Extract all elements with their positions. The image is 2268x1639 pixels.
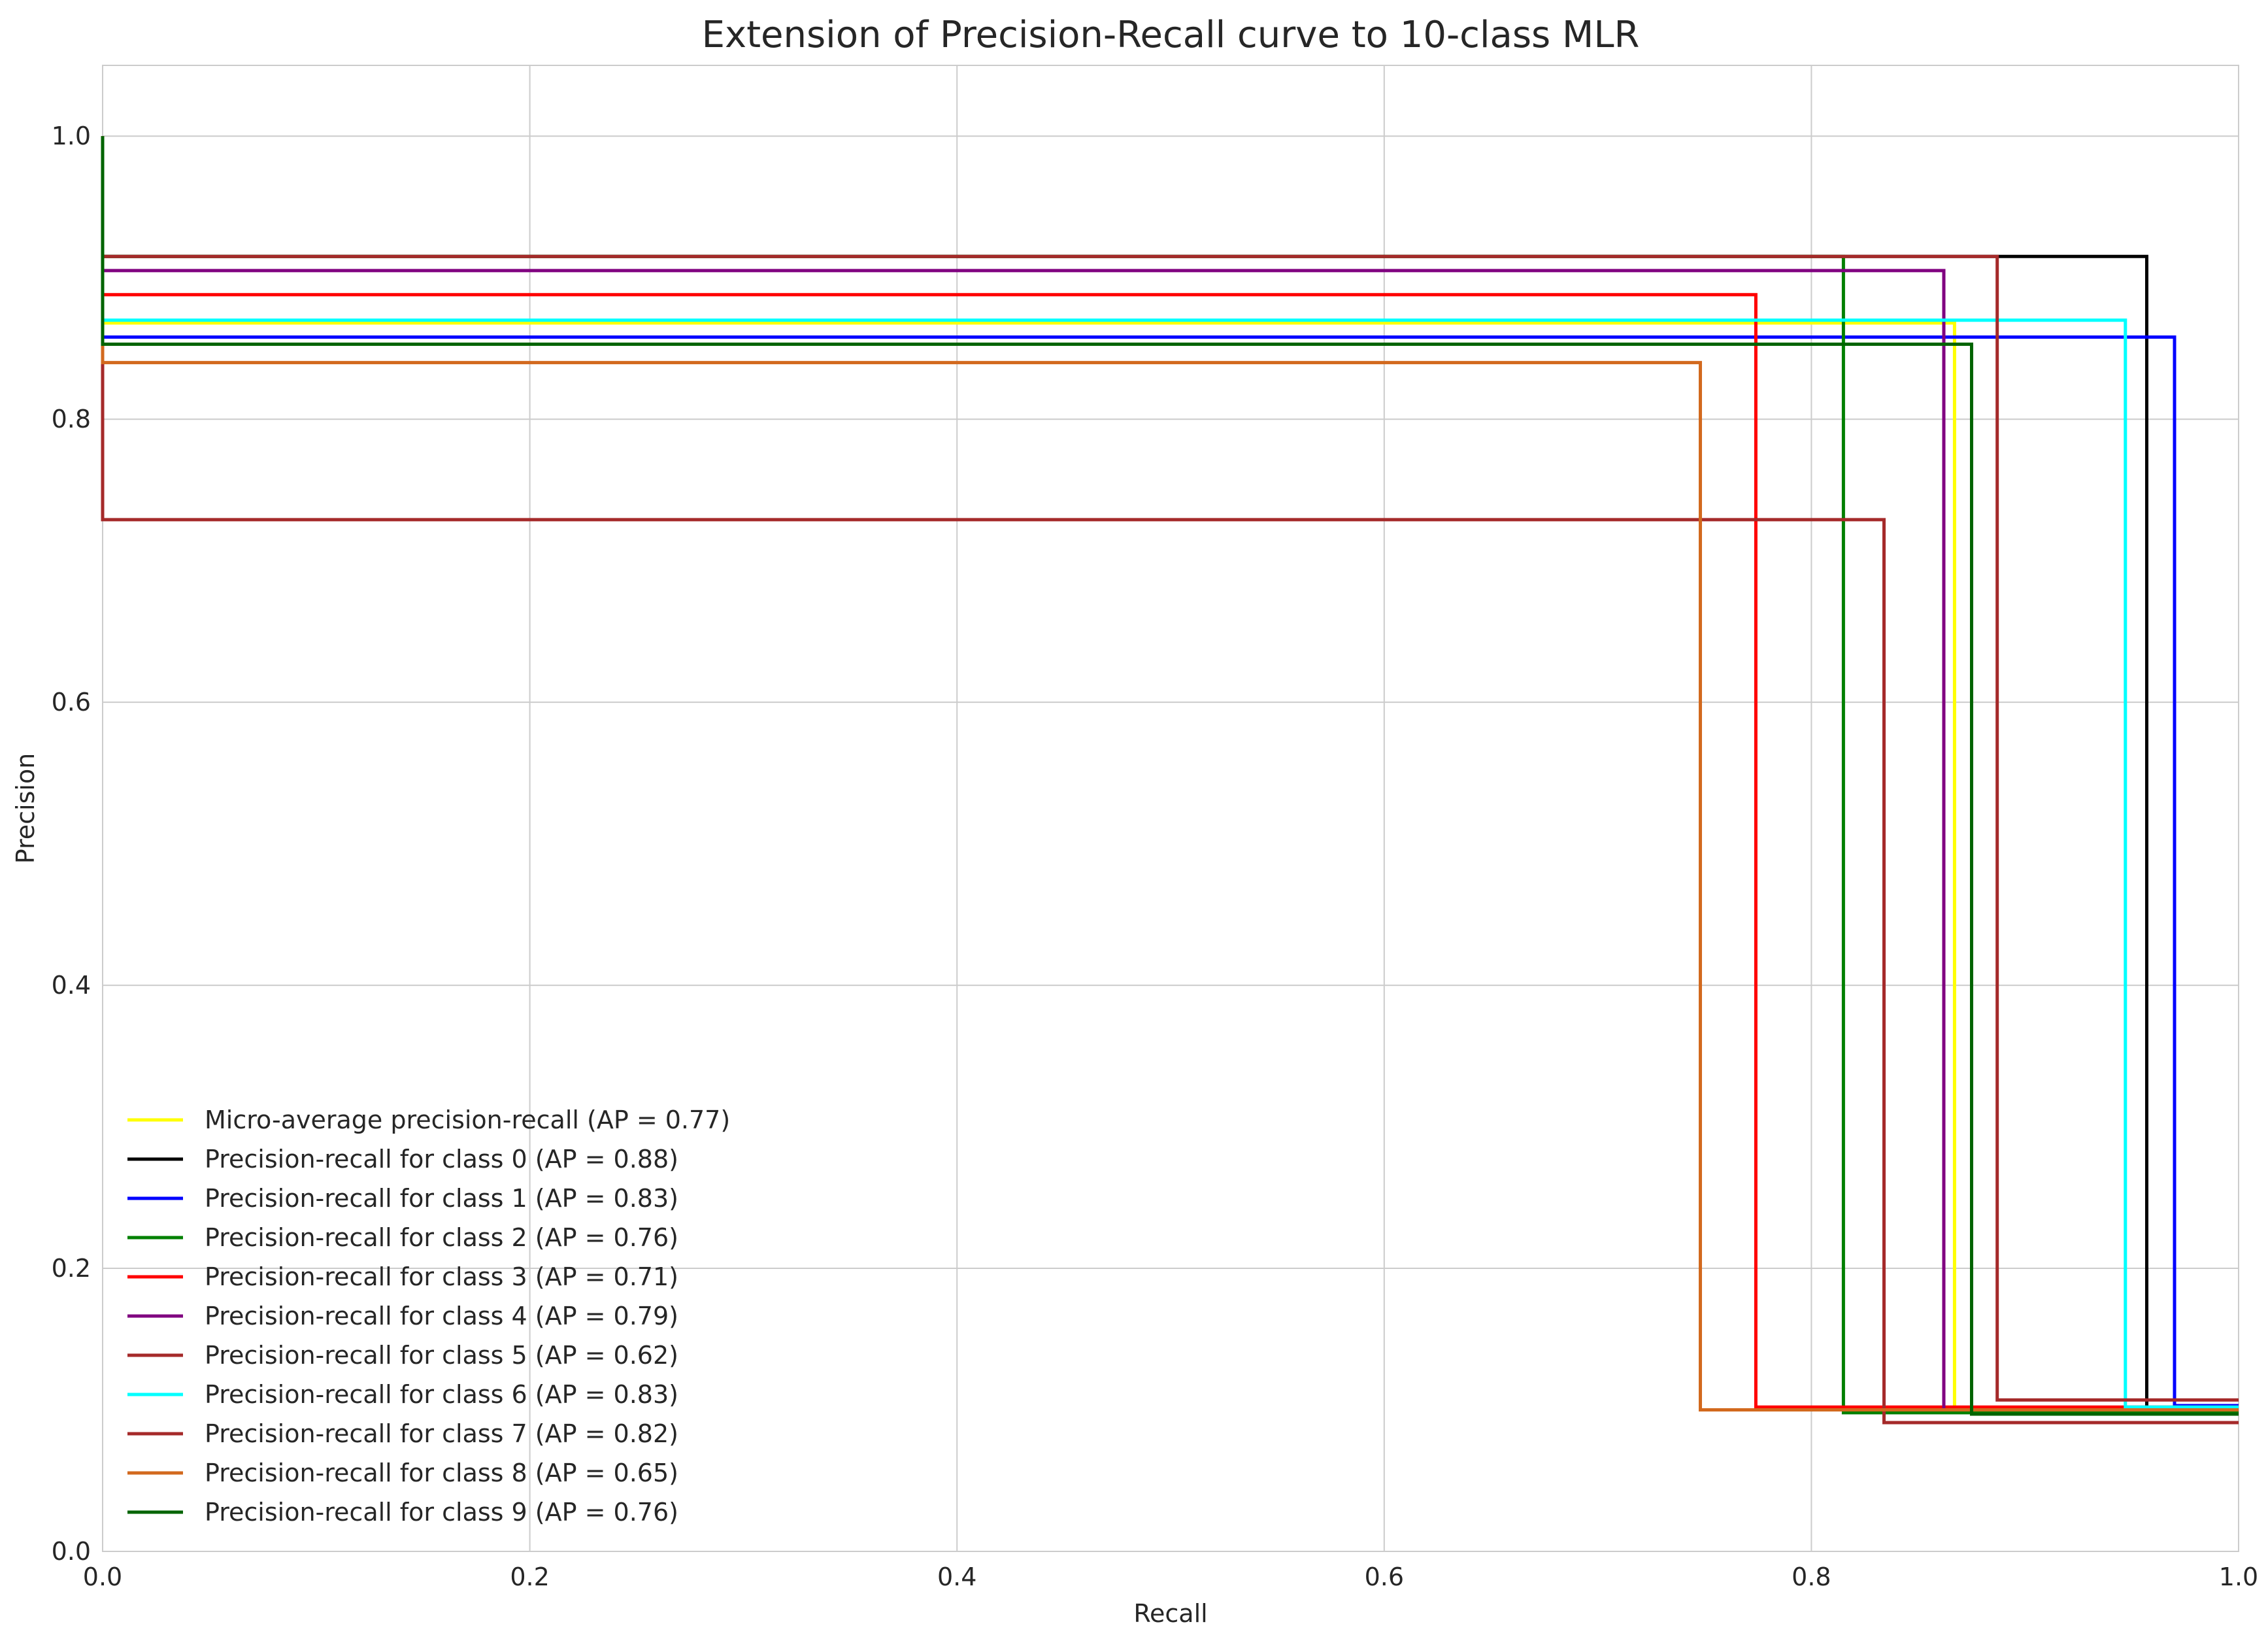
legend-label: Precision-recall for class 0 (AP = 0.88) [205, 1145, 678, 1174]
legend-item: Precision-recall for class 8 (AP = 0.65) [127, 1459, 678, 1487]
legend-item: Micro-average precision-recall (AP = 0.7… [127, 1106, 730, 1134]
x-tick-label: 0.2 [510, 1563, 549, 1591]
legend-item: Precision-recall for class 9 (AP = 0.76) [127, 1498, 678, 1527]
legend-item: Precision-recall for class 0 (AP = 0.88) [127, 1145, 678, 1174]
legend-label: Precision-recall for class 4 (AP = 0.79) [205, 1302, 678, 1330]
legend-label: Precision-recall for class 3 (AP = 0.71) [205, 1262, 678, 1291]
legend-item: Precision-recall for class 4 (AP = 0.79) [127, 1302, 678, 1330]
legend-label: Precision-recall for class 1 (AP = 0.83) [205, 1184, 678, 1213]
legend-item: Precision-recall for class 6 (AP = 0.83) [127, 1380, 678, 1409]
y-tick-label: 0.0 [52, 1537, 91, 1566]
series-layer [101, 136, 2239, 1425]
legend-item: Precision-recall for class 7 (AP = 0.82) [127, 1419, 678, 1448]
legend-item: Precision-recall for class 3 (AP = 0.71) [127, 1262, 678, 1291]
legend-label: Precision-recall for class 6 (AP = 0.83) [205, 1380, 678, 1409]
x-tick-label: 0.8 [1792, 1563, 1831, 1591]
legend-label: Precision-recall for class 5 (AP = 0.62) [205, 1341, 678, 1370]
legend-label: Precision-recall for class 2 (AP = 0.76) [205, 1223, 678, 1252]
tick-layer: 0.0 0.2 0.4 0.6 0.8 1.0 0.0 0.2 0.4 0.6 0.8 1.0 [52, 122, 2259, 1591]
series-line-6 [101, 136, 2239, 1425]
x-tick-label: 1.0 [2219, 1563, 2258, 1591]
legend-label: Precision-recall for class 9 (AP = 0.76) [205, 1498, 678, 1527]
chart-title: Extension of Precision-Recall curve to 1… [702, 14, 1640, 56]
x-tick-label: 0.4 [937, 1563, 976, 1591]
y-tick-label: 1.0 [52, 122, 91, 150]
x-axis-label: Recall [1133, 1599, 1207, 1628]
legend-label: Precision-recall for class 8 (AP = 0.65) [205, 1459, 678, 1487]
y-tick-label: 0.8 [52, 405, 91, 433]
x-tick-label: 0.6 [1365, 1563, 1404, 1591]
legend: Micro-average precision-recall (AP = 0.7… [127, 1106, 730, 1527]
legend-item: Precision-recall for class 1 (AP = 0.83) [127, 1184, 678, 1213]
legend-item: Precision-recall for class 2 (AP = 0.76) [127, 1223, 678, 1252]
x-tick-label: 0.0 [83, 1563, 122, 1591]
series-line-10 [101, 136, 2239, 1416]
y-tick-label: 0.6 [52, 688, 91, 717]
legend-label: Precision-recall for class 7 (AP = 0.82) [205, 1419, 678, 1448]
y-tick-label: 0.2 [52, 1254, 91, 1283]
plot-frame [102, 65, 2239, 1552]
y-axis-label: Precision [11, 753, 40, 864]
y-tick-label: 0.4 [52, 971, 91, 1000]
legend-label: Micro-average precision-recall (AP = 0.7… [205, 1106, 730, 1134]
legend-item: Precision-recall for class 5 (AP = 0.62) [127, 1341, 678, 1370]
